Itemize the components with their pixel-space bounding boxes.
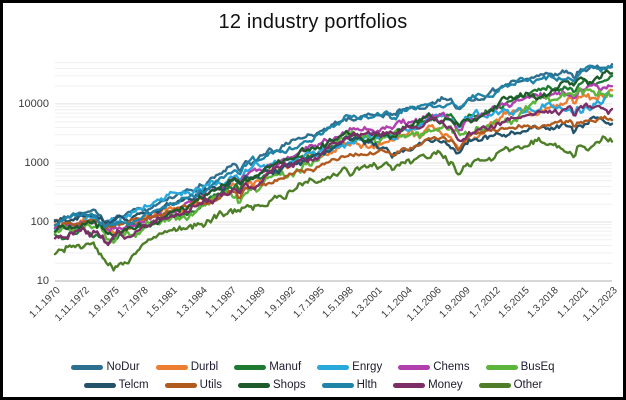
legend-label: Manuf (269, 361, 302, 373)
legend-swatch (234, 364, 267, 370)
legend-item-durbl: Durbl (155, 361, 219, 373)
legend-label: Shops (273, 379, 306, 391)
chart-title: 12 industry portfolios (218, 11, 408, 33)
y-tick-label: 100 (30, 215, 49, 228)
legend-swatch (317, 364, 350, 370)
series-line-utils (53, 115, 614, 230)
plot-area (53, 62, 614, 282)
series-line-other (53, 135, 614, 272)
legend-item-telcm: Telcm (83, 379, 149, 391)
legend-label: NoDur (106, 361, 140, 373)
legend-label: Chems (433, 361, 470, 373)
y-tick-label: 10000 (18, 97, 49, 110)
legend-label: Utils (199, 379, 223, 391)
series-line-hlth (53, 64, 614, 229)
legend-item-manuf: Manuf (234, 361, 301, 373)
legend-swatch (478, 382, 511, 388)
legend-swatch (393, 382, 426, 388)
legend-row: Telcm Utils Shops Hlth Money Other (83, 379, 543, 391)
legend-row: NoDur Durbl Manuf Enrgy Chems BusEq (71, 361, 555, 373)
legend-item-chems: Chems (398, 361, 470, 373)
legend-item-hlth: Hlth (321, 379, 378, 391)
series-line-durbl (53, 88, 614, 235)
legend-label: Enrgy (352, 361, 383, 373)
legend-swatch (83, 382, 116, 388)
legend-item-enrgy: Enrgy (317, 361, 382, 373)
legend-swatch (238, 382, 271, 388)
y-tick-label: 10 (36, 275, 49, 287)
legend-swatch (321, 382, 354, 388)
legend-swatch (164, 382, 197, 388)
legend-item-other: Other (478, 379, 543, 391)
legend-item-utils: Utils (164, 379, 223, 391)
series-line-nodur (53, 63, 614, 225)
legend-swatch (71, 364, 104, 370)
legend-label: Other (513, 379, 543, 391)
legend: NoDur Durbl Manuf Enrgy Chems BusEq Telcm Utils… (3, 361, 623, 391)
legend-swatch (485, 364, 518, 370)
legend-item-money: Money (393, 379, 463, 391)
legend-label: Hlth (356, 379, 378, 391)
y-tick-label: 1000 (24, 156, 49, 169)
legend-label: Telcm (118, 379, 149, 391)
legend-swatch (155, 364, 188, 370)
legend-label: Money (428, 379, 463, 391)
legend-label: BusEq (520, 361, 555, 373)
legend-label: Durbl (190, 361, 219, 373)
legend-item-buseq: BusEq (485, 361, 555, 373)
legend-item-nodur: NoDur (71, 361, 140, 373)
legend-item-shops: Shops (238, 379, 306, 391)
series-line-money (53, 102, 614, 247)
legend-swatch (398, 364, 431, 370)
